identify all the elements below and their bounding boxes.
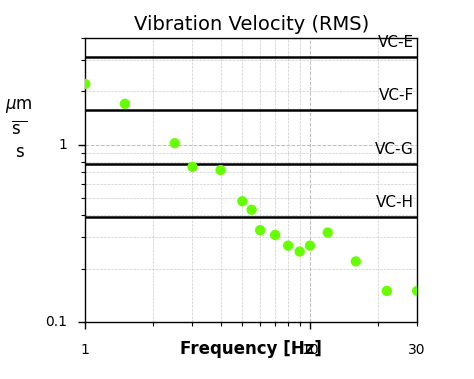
Point bbox=[217, 167, 224, 173]
Text: VC-F: VC-F bbox=[379, 88, 414, 103]
Point bbox=[238, 198, 246, 204]
Text: $\mu$m: $\mu$m bbox=[5, 97, 33, 115]
Text: VC-H: VC-H bbox=[376, 195, 414, 210]
Point bbox=[324, 230, 331, 236]
Point bbox=[352, 258, 360, 265]
Point bbox=[121, 101, 128, 107]
Point bbox=[82, 81, 89, 87]
Point bbox=[296, 249, 303, 255]
Point bbox=[189, 164, 196, 170]
Text: 30: 30 bbox=[409, 343, 426, 357]
Text: VC-E: VC-E bbox=[378, 35, 414, 50]
Text: 1: 1 bbox=[58, 138, 67, 152]
X-axis label: Frequency [Hz]: Frequency [Hz] bbox=[180, 340, 322, 357]
Text: VC-G: VC-G bbox=[375, 141, 414, 157]
Point bbox=[284, 243, 292, 249]
Text: s: s bbox=[15, 143, 23, 161]
Text: 1: 1 bbox=[81, 343, 90, 357]
Text: 0.1: 0.1 bbox=[46, 315, 67, 329]
Point bbox=[171, 140, 179, 146]
Title: Vibration Velocity (RMS): Vibration Velocity (RMS) bbox=[134, 14, 369, 34]
Point bbox=[383, 288, 391, 294]
Text: $\overline{\rm s\ }$: $\overline{\rm s\ }$ bbox=[11, 120, 27, 138]
Point bbox=[248, 207, 255, 213]
Point bbox=[256, 227, 264, 233]
Text: 10: 10 bbox=[301, 343, 319, 357]
Point bbox=[271, 232, 279, 238]
Point bbox=[413, 288, 421, 294]
Point bbox=[306, 243, 314, 249]
